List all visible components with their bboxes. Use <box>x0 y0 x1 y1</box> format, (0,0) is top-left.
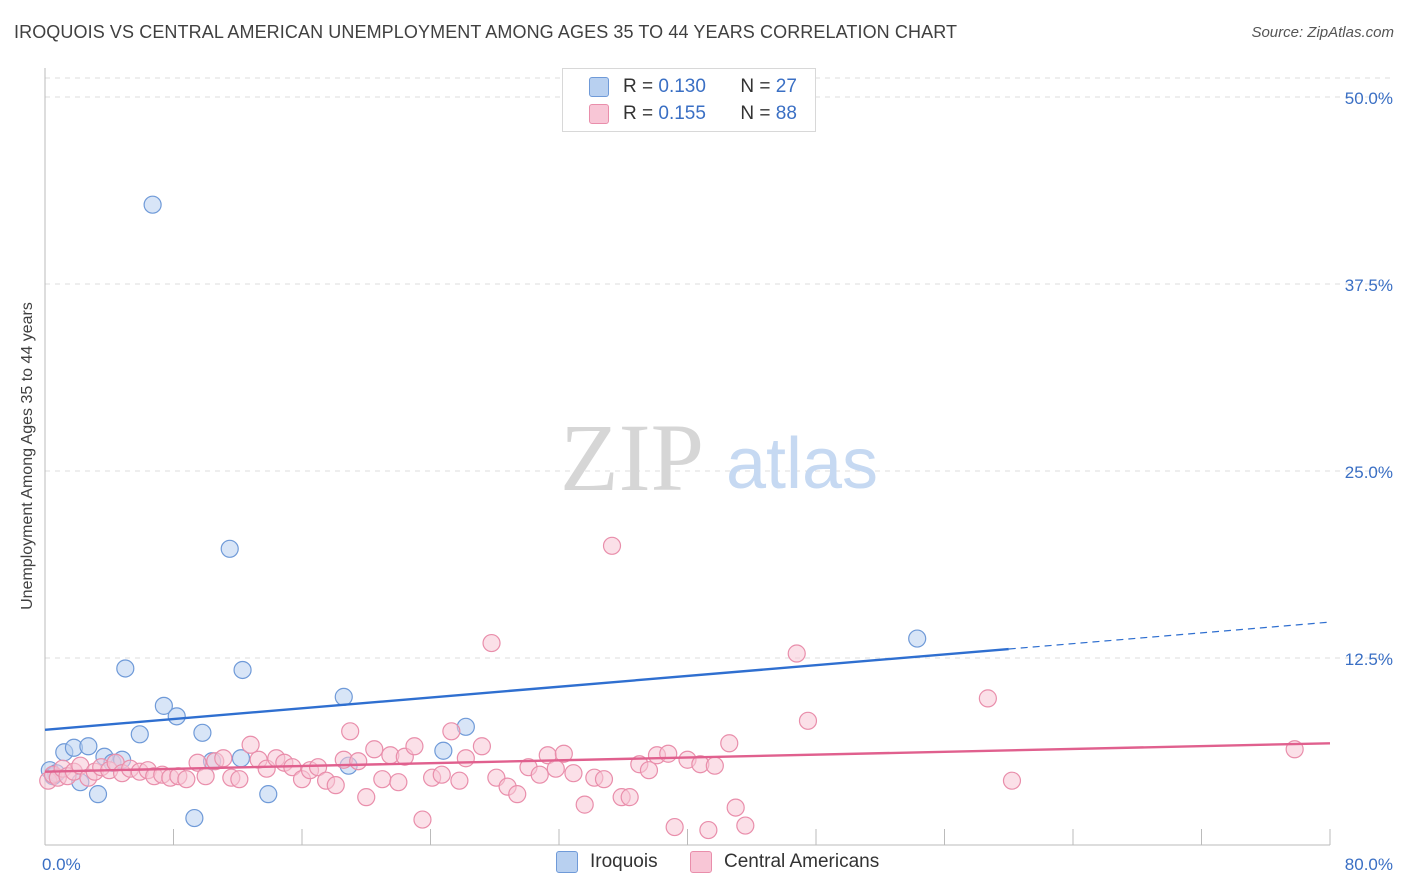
legend-item-central-americans[interactable]: Central Americans <box>690 851 879 873</box>
central-americans-point-41 <box>357 788 376 807</box>
y-tick-label-1: 25.0% <box>1345 463 1393 482</box>
central-americans-point-39 <box>341 722 360 741</box>
central-americans-point-54 <box>472 737 491 756</box>
legend-row-central-americans: R = 0.155 N = 88 <box>589 101 797 127</box>
central-americans-point-82 <box>736 816 755 835</box>
central-americans-point-48 <box>413 810 432 829</box>
watermark-zip: ZIP <box>560 404 704 511</box>
central-americans-point-87 <box>787 644 806 663</box>
iroquois-point-17 <box>193 723 212 742</box>
iroquois-point-13 <box>143 195 162 214</box>
trend-lines <box>44 621 1331 773</box>
central-americans-point-42 <box>365 740 384 759</box>
legend-label-iroquois: Iroquois <box>590 851 658 872</box>
iroquois-point-11 <box>116 659 135 678</box>
central-americans-trend-line <box>44 742 1331 773</box>
central-americans-point-50 <box>432 765 451 784</box>
central-americans-point-78 <box>699 820 718 840</box>
central-americans-point-52 <box>450 771 469 790</box>
r-value: 0.130 <box>658 76 706 97</box>
iroquois-point-25 <box>434 741 453 760</box>
grid <box>45 77 1392 659</box>
central-americans-point-68 <box>602 536 622 555</box>
central-americans-point-22 <box>196 767 215 786</box>
central-americans-point-45 <box>389 773 408 792</box>
iroquois-trend-line-extension <box>1008 621 1331 650</box>
central-americans-point-75 <box>665 817 684 837</box>
central-americans-point-55 <box>482 633 501 653</box>
central-americans-point-43 <box>373 770 392 789</box>
iroquois-point-23 <box>334 687 353 706</box>
y-tick-label-2: 37.5% <box>1345 276 1393 295</box>
iroquois-point-12 <box>130 725 149 744</box>
chart-title: IROQUOIS VS CENTRAL AMERICAN UNEMPLOYMEN… <box>14 22 958 42</box>
central-americans-point-80 <box>720 734 739 753</box>
central-americans-point-85 <box>1002 771 1022 790</box>
legend-item-iroquois[interactable]: Iroquois <box>556 851 658 873</box>
r-label: R = <box>623 103 654 124</box>
y-tick-label-0: 12.5% <box>1345 650 1393 669</box>
n-label: N = <box>740 103 771 124</box>
n-value: 27 <box>775 76 797 97</box>
central-americans-point-27 <box>241 735 260 754</box>
y-tick-label-3: 50.0% <box>1345 89 1393 108</box>
iroquois-point-21 <box>233 660 252 680</box>
legend-row-iroquois: R = 0.130 N = 27 <box>589 74 797 100</box>
iroquois-point-6 <box>79 737 98 756</box>
n-value: 88 <box>775 103 797 124</box>
central-americans-point-64 <box>564 764 583 783</box>
central-americans-point-53 <box>456 749 475 768</box>
iroquois-point-15 <box>167 707 186 726</box>
source-label: Source: ZipAtlas.com <box>1251 24 1394 41</box>
iroquois-point-7 <box>88 785 108 804</box>
iroquois-point-14 <box>154 696 173 715</box>
n-label: N = <box>740 76 771 97</box>
central-americans-point-40 <box>349 752 368 771</box>
x-tick-label-min: 0.0% <box>42 855 81 874</box>
iroquois-point-19 <box>220 539 239 558</box>
central-americans-point-79 <box>705 756 724 775</box>
central-americans-point-65 <box>575 795 594 814</box>
iroquois-trend-line <box>44 647 1009 732</box>
axes <box>44 68 1331 846</box>
central-americans-point-20 <box>177 770 196 789</box>
central-americans-point-62 <box>546 759 565 778</box>
central-americans-point-21 <box>188 753 207 772</box>
central-americans-point-67 <box>594 770 614 789</box>
central-americans-swatch <box>589 104 609 124</box>
central-americans-point-84 <box>978 689 997 708</box>
central-americans-point-70 <box>620 788 639 807</box>
central-americans-point-81 <box>726 798 745 817</box>
x-tick-label-max: 80.0% <box>1345 855 1393 874</box>
r-label: R = <box>623 76 654 97</box>
data-points <box>39 195 1304 840</box>
iroquois-point-27 <box>908 629 927 648</box>
iroquois-swatch <box>589 77 609 97</box>
central-americans-point-35 <box>308 758 328 777</box>
watermark-atlas: atlas <box>726 424 878 504</box>
central-americans-point-58 <box>508 785 527 804</box>
central-americans-point-37 <box>326 776 345 795</box>
correlation-legend: R = 0.130 N = 27 R = 0.155 N = 88 <box>562 68 816 132</box>
central-americans-point-24 <box>214 749 233 768</box>
central-americans-point-72 <box>639 761 659 780</box>
r-value: 0.155 <box>658 103 706 124</box>
tick-labels: 12.5% 25.0% 37.5% 50.0% 0.0% 80.0% <box>42 89 1393 874</box>
watermark: ZIP atlas <box>560 404 878 511</box>
central-americans-point-26 <box>230 770 249 789</box>
iroquois-point-16 <box>185 808 204 828</box>
central-americans-point-51 <box>442 722 461 741</box>
iroquois-swatch <box>556 851 578 873</box>
central-americans-swatch <box>690 851 712 873</box>
central-americans-point-63 <box>554 744 573 763</box>
central-americans-point-47 <box>405 737 424 756</box>
legend-label-central-americans: Central Americans <box>724 851 880 872</box>
iroquois-point-22 <box>259 785 278 804</box>
central-americans-point-83 <box>798 711 818 730</box>
central-americans-point-60 <box>530 765 549 784</box>
central-americans-point-74 <box>659 744 678 763</box>
